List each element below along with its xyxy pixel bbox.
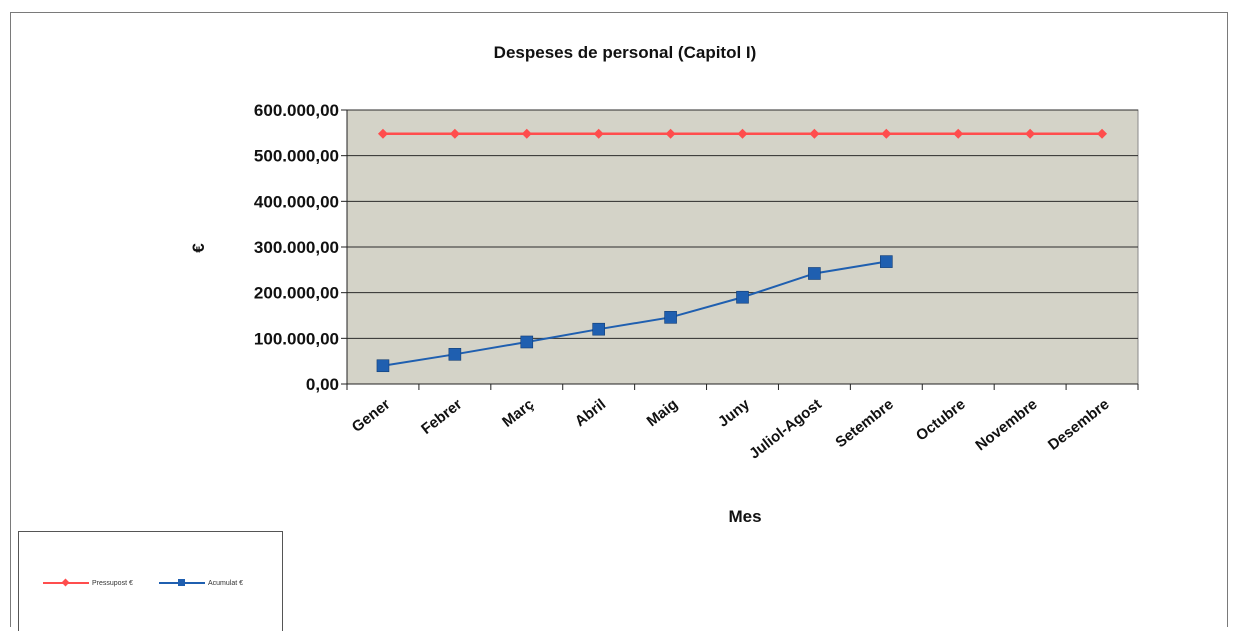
x-axis-label: Mes bbox=[728, 507, 761, 526]
series-1-point-6 bbox=[808, 267, 821, 280]
series-1 bbox=[376, 255, 893, 373]
y-tick-label-1: 100.000,00 bbox=[254, 329, 339, 348]
y-tick-label-5: 500.000,00 bbox=[254, 147, 339, 166]
series-0-point-4 bbox=[665, 128, 676, 139]
legend-item-pressupost: Pressupost € bbox=[43, 578, 133, 588]
series-line-1 bbox=[382, 260, 887, 367]
x-tick-label-1: Febrer bbox=[418, 396, 465, 438]
y-tick-label-3: 300.000,00 bbox=[254, 238, 339, 257]
x-tick-label-0: Gener bbox=[349, 396, 394, 436]
series-0-point-5 bbox=[737, 128, 748, 139]
series-1-point-0 bbox=[376, 359, 390, 373]
y-tick-label-0: 0,00 bbox=[306, 375, 339, 394]
series-1-point-7 bbox=[880, 255, 893, 268]
x-tick-label-5: Juny bbox=[715, 395, 754, 430]
series-1-point-2 bbox=[520, 335, 534, 349]
x-tick-label-7: Setembre bbox=[832, 396, 896, 451]
series-1-point-3 bbox=[592, 322, 605, 336]
x-tick-label-8: Octubre bbox=[913, 396, 969, 445]
series-1-point-5 bbox=[736, 290, 749, 304]
y-axis-label: € bbox=[189, 243, 208, 253]
series-0-point-7 bbox=[881, 128, 892, 139]
y-tick-label-6: 600.000,00 bbox=[254, 101, 339, 120]
legend-item-acumulat: Acumulat € bbox=[159, 578, 243, 588]
chart-frame bbox=[10, 12, 1228, 627]
legend-label-pressupost: Pressupost € bbox=[92, 579, 133, 587]
series-0-point-6 bbox=[809, 128, 820, 139]
series-0-point-2 bbox=[521, 128, 532, 139]
series-1-point-4 bbox=[664, 311, 677, 324]
series-0-point-8 bbox=[953, 128, 964, 139]
series-0-point-9 bbox=[1025, 128, 1036, 139]
x-tick-label-10: Desembre bbox=[1045, 396, 1113, 454]
x-tick-label-6: Juliol-Agost bbox=[746, 396, 825, 463]
y-tick-label-2: 200.000,00 bbox=[254, 284, 339, 303]
chart-title: Despeses de personal (Capitol I) bbox=[494, 43, 757, 62]
legend-swatch-acumulat bbox=[159, 578, 205, 588]
series-1-point-1 bbox=[448, 348, 462, 361]
series-0 bbox=[377, 128, 1108, 139]
x-axis-ticks: Gener Febrer Març Abril Maig JunyJuliol-Agost… bbox=[346, 384, 1139, 463]
x-tick-label-4: Maig bbox=[644, 396, 681, 430]
legend-label-acumulat: Acumulat € bbox=[208, 579, 244, 587]
series-0-point-0 bbox=[377, 128, 388, 139]
series-0-point-3 bbox=[593, 128, 604, 139]
x-tick-label-9: Novembre bbox=[972, 396, 1040, 455]
series-layer bbox=[376, 128, 1108, 373]
legend-swatch-pressupost bbox=[43, 578, 89, 588]
x-tick-label-3: Abril bbox=[572, 396, 609, 430]
y-tick-label-4: 400.000,00 bbox=[254, 192, 339, 211]
series-0-point-10 bbox=[1097, 128, 1108, 139]
y-axis-ticks: 0,00 100.000,00 200.000,00 300.000,00 400.00… bbox=[254, 101, 1138, 394]
series-0-point-1 bbox=[449, 128, 460, 139]
x-tick-label-2: Març bbox=[499, 396, 537, 431]
legend: Pressupost € Acumulat € bbox=[18, 531, 283, 631]
